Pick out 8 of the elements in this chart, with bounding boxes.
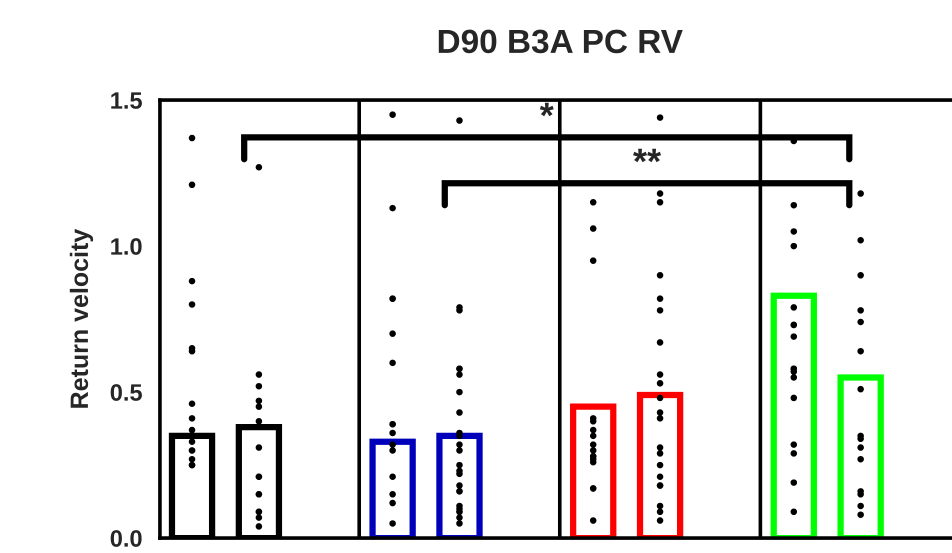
y-tick-label: 0.0 [110,530,142,547]
y-tick-label: 1.5 [111,92,142,109]
annotation: ** [633,148,662,162]
y-tick-label: 0.5 [110,384,142,401]
y-tick-label: 1.0 [111,238,142,255]
y-axis-title: Return velocity [70,228,94,408]
annotation: * [540,102,554,116]
chart-title: D90 B3A PC RV [438,30,683,54]
